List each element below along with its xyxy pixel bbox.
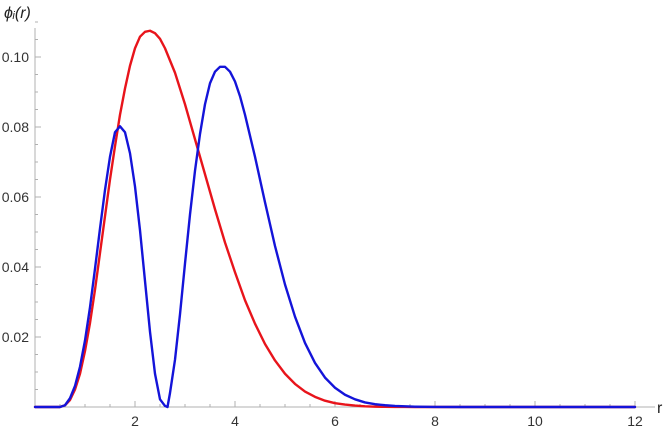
x-tick-label: 2 — [131, 413, 139, 429]
series-line-1 — [33, 29, 637, 409]
y-tick-label: 0.04 — [2, 259, 29, 275]
series-group — [33, 29, 637, 409]
y-tick-label: 0.02 — [2, 329, 29, 345]
x-ticks: 2 4 6 8 10 12 — [59, 401, 643, 429]
y-ticks: 0.02 0.04 0.06 0.08 0.10 — [2, 21, 41, 390]
y-axis-title: ϕᵢ(r) — [4, 5, 31, 22]
x-tick-label: 6 — [331, 413, 339, 429]
x-tick-label: 12 — [627, 413, 643, 429]
x-tick-label: 8 — [431, 413, 439, 429]
series-line-2 — [33, 65, 637, 409]
y-tick-label: 0.10 — [2, 49, 29, 65]
y-tick-label: 0.06 — [2, 189, 29, 205]
x-tick-label: 4 — [231, 413, 239, 429]
x-tick-label: 10 — [527, 413, 543, 429]
x-axis-title: r — [657, 400, 663, 417]
axes — [34, 28, 655, 408]
y-tick-label: 0.08 — [2, 119, 29, 135]
